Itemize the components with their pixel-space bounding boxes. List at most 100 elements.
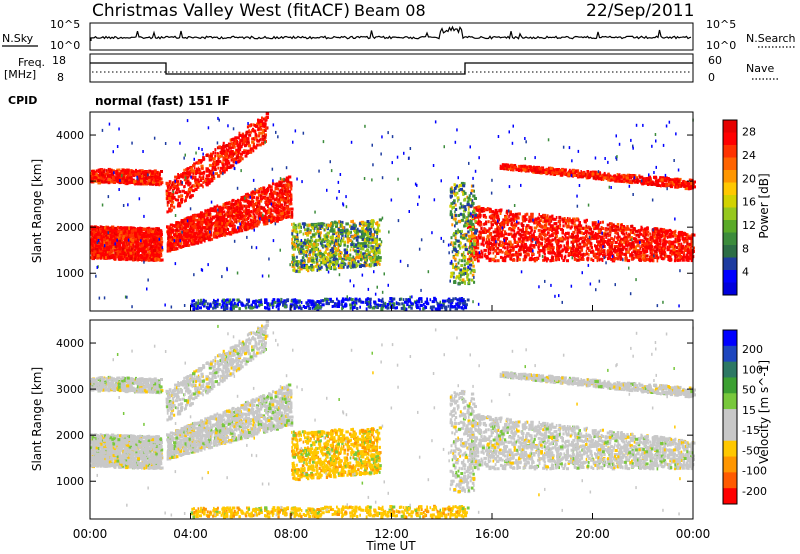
power-cell xyxy=(133,258,136,262)
power-cell xyxy=(295,235,298,239)
power-cell xyxy=(142,232,146,236)
power-cell xyxy=(134,172,137,176)
power-cell xyxy=(122,249,127,253)
power-cell xyxy=(113,248,117,252)
power-cell xyxy=(282,184,286,188)
power-cell xyxy=(130,254,133,258)
power-cell xyxy=(115,179,118,183)
power-cell xyxy=(265,139,267,143)
power-cell xyxy=(376,243,378,247)
power-cell xyxy=(90,256,94,260)
power-cell xyxy=(355,238,359,242)
power-cell xyxy=(113,235,117,238)
power-cell xyxy=(219,154,223,158)
power-cell xyxy=(146,252,150,256)
power-cell xyxy=(180,198,184,201)
power-cell xyxy=(96,254,100,258)
power-cell xyxy=(364,250,367,253)
power-cell xyxy=(320,231,322,235)
power-cell xyxy=(142,180,145,183)
power-cell xyxy=(264,191,266,195)
power-cell xyxy=(198,215,201,219)
power-cell xyxy=(304,232,308,235)
power-cell xyxy=(354,297,358,301)
power-cell xyxy=(315,224,318,228)
power-cell xyxy=(102,228,106,232)
power-cell xyxy=(112,234,116,238)
power-cell xyxy=(104,178,107,182)
power-cell xyxy=(335,231,338,235)
power-cell xyxy=(404,307,408,311)
power-cell xyxy=(168,207,172,211)
power-cell xyxy=(359,235,362,239)
power-cell xyxy=(294,238,296,242)
power-cell xyxy=(281,178,284,182)
power-cell xyxy=(228,146,230,150)
power-cell xyxy=(140,256,144,260)
power-cell xyxy=(174,175,178,179)
power-cell xyxy=(194,240,198,244)
power-cell xyxy=(128,237,132,241)
power-cell xyxy=(244,216,247,220)
power-cell xyxy=(104,240,107,244)
power-cell xyxy=(265,218,267,222)
power-cell xyxy=(227,144,231,148)
power-cell xyxy=(224,158,229,162)
power-cell xyxy=(351,235,355,239)
power-cell xyxy=(248,223,251,226)
power-cell xyxy=(203,219,206,223)
power-cell xyxy=(364,221,367,225)
power-cell xyxy=(215,163,218,167)
freq-series xyxy=(90,62,693,75)
power-cell xyxy=(173,187,176,191)
power-cell xyxy=(198,217,200,221)
power-cell xyxy=(256,124,259,128)
power-cell xyxy=(179,235,182,239)
power-cell xyxy=(276,184,279,187)
power-cell xyxy=(234,157,238,161)
power-cell xyxy=(341,257,344,261)
power-cell xyxy=(252,145,256,149)
power-cell xyxy=(155,183,158,187)
power-cell xyxy=(235,156,239,160)
power-cell xyxy=(309,245,312,248)
power-cell xyxy=(97,233,100,237)
power-cell xyxy=(137,257,140,261)
power-cell xyxy=(263,129,267,132)
power-cell xyxy=(171,230,173,234)
power-cell xyxy=(238,217,243,221)
power-cell xyxy=(109,237,113,241)
power-cell xyxy=(179,198,182,202)
power-cell xyxy=(353,228,355,232)
power-cell xyxy=(282,207,285,211)
power-cell xyxy=(304,228,307,232)
power-cell xyxy=(235,206,238,209)
power-cell xyxy=(109,234,112,237)
power-cell xyxy=(182,226,186,230)
power-cell xyxy=(231,151,234,155)
power-cell xyxy=(312,265,315,269)
power-cell xyxy=(227,206,231,210)
freq-panel: Freq. [MHz] 18 8 60 0 Nave CPID normal (… xyxy=(4,53,780,108)
power-cell xyxy=(116,249,119,253)
power-cell xyxy=(436,302,441,306)
power-cell xyxy=(214,151,217,155)
power-cell xyxy=(308,231,312,235)
power-cell xyxy=(296,233,299,237)
power-cell xyxy=(252,219,255,223)
power-cell xyxy=(160,249,163,253)
power-cell xyxy=(363,264,367,268)
power-cell xyxy=(130,256,132,260)
power-cell xyxy=(99,229,102,233)
power-cell xyxy=(170,241,172,245)
power-cell xyxy=(248,133,252,137)
power-cell xyxy=(254,130,257,134)
power-cell xyxy=(249,150,253,154)
power-cell xyxy=(207,209,212,213)
power-cell xyxy=(103,246,105,250)
power-cell xyxy=(315,243,319,247)
power-cell xyxy=(111,225,115,229)
power-cell xyxy=(139,182,143,186)
power-cell xyxy=(157,232,160,236)
power-cell xyxy=(287,194,290,198)
